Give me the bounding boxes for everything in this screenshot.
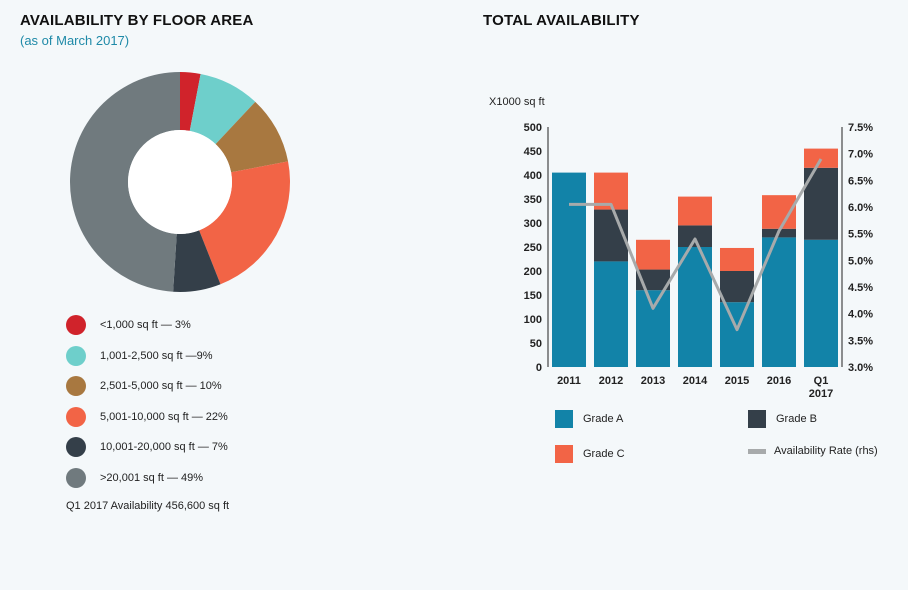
- donut-chart-title: AVAILABILITY BY FLOOR AREA: [20, 12, 254, 29]
- legend-label: 1,001-2,500 sq ft —9%: [100, 349, 213, 362]
- y2-tick-label: 3.5%: [848, 335, 873, 347]
- availability-note: Q1 2017 Availability 456,600 sq ft: [66, 500, 230, 512]
- y2-tick-label: 7.0%: [848, 149, 873, 161]
- donut-hole: [128, 130, 232, 234]
- legend-label: 10,001-20,000 sq ft — 7%: [100, 441, 228, 453]
- y-tick-label: 400: [524, 170, 542, 182]
- legend-swatch: [748, 448, 766, 454]
- y-tick-label: 200: [524, 266, 542, 278]
- y2-tick-label: 3.0%: [848, 362, 873, 374]
- bar-legend-item: Availability Rate (rhs): [748, 445, 878, 457]
- y2-tick-label: 5.5%: [848, 229, 873, 241]
- bar-legend-item: Grade A: [555, 410, 623, 428]
- donut-slice-1: [189, 73, 256, 145]
- legend-label: 5,001-10,000 sq ft — 22%: [100, 410, 228, 423]
- bar-grade-a: [636, 290, 670, 367]
- x-tick-label: 2015: [725, 375, 749, 387]
- donut-legend-item: 1,001-2,500 sq ft —9%: [66, 345, 213, 367]
- legend-label: Availability Rate (rhs): [774, 445, 878, 457]
- y-tick-label: 250: [524, 242, 542, 254]
- legend-label: 2,501-5,000 sq ft — 10%: [100, 380, 222, 392]
- donut-slice-2: [215, 101, 289, 173]
- bar-legend-item: Grade C: [555, 445, 625, 463]
- y-tick-label: 500: [524, 122, 542, 134]
- legend-swatch: [555, 410, 573, 428]
- donut-legend-item: 5,001-10,000 sq ft — 22%: [66, 406, 228, 428]
- bar-grade-b: [720, 271, 754, 303]
- y2-tick-label: 6.5%: [848, 175, 873, 187]
- y-tick-label: 150: [524, 290, 542, 302]
- availability-rate-line: [569, 158, 823, 332]
- bar-grade-a: [804, 239, 838, 367]
- legend-label: Grade C: [583, 448, 625, 460]
- y2-tick-label: 5.0%: [848, 255, 873, 267]
- legend-swatch: [555, 445, 573, 463]
- total-availability-chart: X1000 sq ft 0 50 100 150 200 250 300 350 400 450 50…: [489, 96, 873, 400]
- legend-swatch: [66, 406, 86, 427]
- x-tick-label: 2017: [809, 388, 833, 400]
- y-tick-label: 350: [524, 194, 542, 206]
- bar-chart-title: TOTAL AVAILABILITY: [483, 12, 640, 29]
- donut-slice-5: [70, 72, 180, 292]
- donut-legend-item: >20,001 sq ft — 49%: [66, 467, 203, 489]
- y-tick-label: 300: [524, 218, 542, 230]
- legend-label: Grade A: [583, 413, 624, 425]
- donut-legend-item: <1,000 sq ft — 3%: [66, 314, 191, 336]
- bar-grade-c: [804, 148, 838, 168]
- bar-legend-item: Grade B: [748, 410, 817, 428]
- y2-tick-label: 4.0%: [848, 309, 873, 321]
- y2-tick-label: 7.5%: [848, 122, 873, 134]
- legend-swatch: [66, 467, 86, 488]
- y-tick-label: 450: [524, 146, 542, 158]
- legend-label: Grade B: [776, 413, 817, 425]
- bar-grade-c: [678, 196, 712, 226]
- y2-tick-label: 6.0%: [848, 202, 873, 214]
- floor-area-donut-chart: [70, 72, 290, 292]
- legend-swatch: [66, 315, 86, 335]
- donut-slice-4: [173, 230, 221, 292]
- legend-swatch: [66, 345, 86, 366]
- y-tick-label: 50: [530, 338, 542, 350]
- y-tick-label: 0: [536, 362, 542, 374]
- y-axis-title: X1000 sq ft: [489, 96, 545, 108]
- donut-legend-item: 2,501-5,000 sq ft — 10%: [66, 375, 222, 397]
- bar-grade-c: [720, 247, 754, 271]
- legend-swatch: [66, 437, 86, 457]
- donut-slice-0: [180, 72, 201, 131]
- x-tick-label: 2014: [683, 375, 708, 387]
- bar-grade-b: [678, 225, 712, 247]
- bar-grade-a: [720, 302, 754, 367]
- x-tick-label: 2013: [641, 375, 665, 387]
- x-tick-label: 2016: [767, 375, 791, 387]
- legend-swatch: [748, 410, 766, 428]
- x-tick-label: Q1: [814, 375, 829, 387]
- bar-grade-a: [552, 172, 586, 367]
- x-tick-label: 2012: [599, 375, 623, 387]
- y-tick-label: 100: [524, 314, 542, 326]
- y2-tick-label: 4.5%: [848, 282, 873, 294]
- x-tick-label: 2011: [557, 375, 581, 387]
- legend-label: >20,001 sq ft — 49%: [100, 471, 204, 484]
- bar-grade-a: [594, 261, 628, 367]
- donut-chart-subtitle: (as of March 2017): [20, 33, 130, 48]
- legend-label: <1,000 sq ft — 3%: [100, 319, 191, 331]
- bar-grade-c: [636, 239, 670, 270]
- donut-slice-3: [199, 161, 290, 285]
- legend-swatch: [66, 376, 86, 396]
- donut-legend-item: 10,001-20,000 sq ft — 7%: [66, 436, 228, 458]
